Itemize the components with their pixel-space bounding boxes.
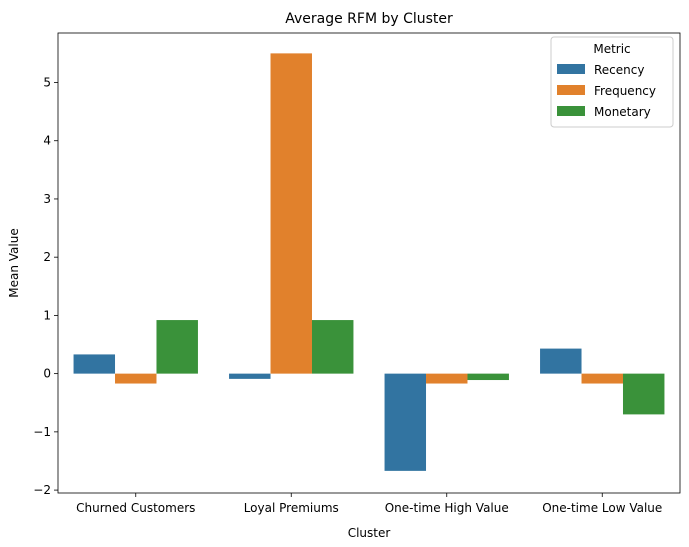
chart-title: Average RFM by Cluster <box>285 11 453 27</box>
y-tick-label: −2 <box>33 483 51 497</box>
y-tick-label: 5 <box>43 75 51 89</box>
y-tick-label: −1 <box>33 425 51 439</box>
legend: Metric Recency Frequency Monetary <box>550 36 674 128</box>
bar-frequency-4 <box>581 373 623 384</box>
x-tick-label: One-time Low Value <box>542 501 662 515</box>
bars-group <box>73 53 665 471</box>
y-tick-label: 4 <box>43 134 51 148</box>
legend-label-frequency: Frequency <box>594 84 656 98</box>
bar-recency-3 <box>384 373 427 471</box>
legend-label-monetary: Monetary <box>594 105 651 119</box>
y-tick-label: 2 <box>43 250 51 264</box>
x-tick-label: One-time High Value <box>385 501 509 515</box>
bar-recency-2 <box>229 373 271 379</box>
legend-label-recency: Recency <box>594 63 644 77</box>
bar-monetary-3 <box>467 373 509 381</box>
legend-frame <box>550 36 674 128</box>
legend-swatch-recency <box>557 64 585 74</box>
x-tick-label: Churned Customers <box>76 501 195 515</box>
bar-monetary-2 <box>311 320 354 374</box>
bar-frequency-1 <box>115 373 157 384</box>
bar-frequency-2 <box>270 53 312 374</box>
legend-swatch-frequency <box>557 85 585 95</box>
bar-monetary-1 <box>156 320 198 374</box>
y-tick-label: 3 <box>43 192 51 206</box>
y-tick-label: 0 <box>43 367 51 381</box>
bar-recency-4 <box>540 348 582 374</box>
y-tick-label: 1 <box>43 308 51 322</box>
legend-title: Metric <box>593 42 630 56</box>
x-tick-label: Loyal Premiums <box>244 501 339 515</box>
axes-group: −2 −1 0 1 2 3 4 5 Churned Customers Loyal Premium… <box>33 32 681 515</box>
x-axis-label: Cluster <box>348 526 391 540</box>
y-axis-label: Mean Value <box>7 228 21 297</box>
bar-recency-1 <box>73 354 116 374</box>
bar-monetary-4 <box>622 373 665 415</box>
plot-frame <box>57 32 681 494</box>
bar-frequency-3 <box>426 373 468 384</box>
legend-swatch-monetary <box>557 106 585 116</box>
